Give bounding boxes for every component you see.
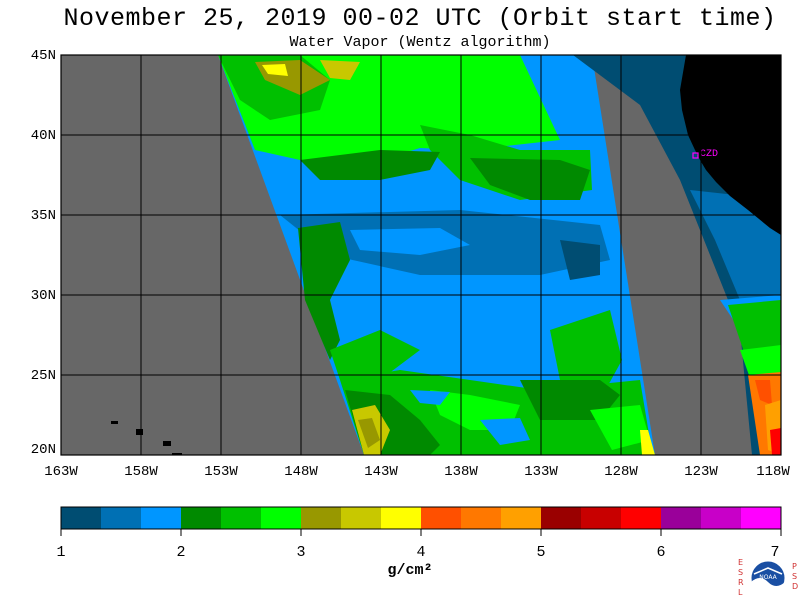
lon-label-138w: 138W <box>444 464 478 480</box>
colorbar-swatch <box>501 507 542 529</box>
colorbar-swatch <box>421 507 462 529</box>
lon-label-118w: 118W <box>756 464 790 480</box>
hawaiian-islands <box>111 421 182 455</box>
colorbar-tick-7: 7 <box>770 544 780 561</box>
colorbar-tick-6: 6 <box>656 544 666 561</box>
lon-label-128w: 128W <box>604 464 638 480</box>
noaa-logo-text: NOAA <box>759 574 777 581</box>
map-frame <box>60 54 782 456</box>
lon-label-153w: 153W <box>204 464 238 480</box>
colorbar-swatch <box>541 507 582 529</box>
colorbar-tick-5: 5 <box>536 544 546 561</box>
colorbar-swatch <box>741 507 782 529</box>
colorbar-swatch <box>101 507 142 529</box>
lon-label-163w: 163W <box>44 464 78 480</box>
lon-label-133w: 133W <box>524 464 558 480</box>
colorbar-frame <box>60 506 782 530</box>
colorbar-swatch <box>221 507 262 529</box>
lat-label-30n: 30N <box>30 288 56 304</box>
land-mass <box>680 55 781 235</box>
colorbar-swatch <box>701 507 742 529</box>
colorbar-swatch <box>461 507 502 529</box>
lat-label-45n: 45N <box>30 48 56 64</box>
colorbar-tick-3: 3 <box>296 544 306 561</box>
colorbar-swatch <box>261 507 302 529</box>
colorbar-tick-4: 4 <box>416 544 426 561</box>
colorbar-swatch <box>61 507 102 529</box>
lat-label-35n: 35N <box>30 208 56 224</box>
lat-label-25n: 25N <box>30 368 56 384</box>
station-label: CZD <box>700 149 718 160</box>
colorbar <box>60 507 782 536</box>
station-marker <box>692 152 699 159</box>
colorbar-swatch <box>621 507 662 529</box>
lon-label-123w: 123W <box>684 464 718 480</box>
colorbar-swatch <box>301 507 342 529</box>
colorbar-units: g/cm² <box>387 562 433 579</box>
colorbar-swatch <box>661 507 702 529</box>
lon-label-143w: 143W <box>364 464 398 480</box>
lat-label-40n: 40N <box>30 128 56 144</box>
map-subtitle: Water Vapor (Wentz algorithm) <box>289 34 551 51</box>
map-gridlines <box>61 55 781 455</box>
colorbar-swatch <box>381 507 422 529</box>
map-title: November 25, 2019 00-02 UTC (Orbit start… <box>63 4 777 33</box>
satellite-swath-west <box>218 55 655 455</box>
colorbar-swatch <box>141 507 182 529</box>
colorbar-tick-2: 2 <box>176 544 186 561</box>
lat-label-20n: 20N <box>30 442 56 458</box>
colorbar-tick-1: 1 <box>56 544 66 561</box>
lon-label-158w: 158W <box>124 464 158 480</box>
colorbar-swatch <box>341 507 382 529</box>
colorbar-swatch <box>181 507 222 529</box>
colorbar-swatch <box>581 507 622 529</box>
lon-label-148w: 148W <box>284 464 318 480</box>
